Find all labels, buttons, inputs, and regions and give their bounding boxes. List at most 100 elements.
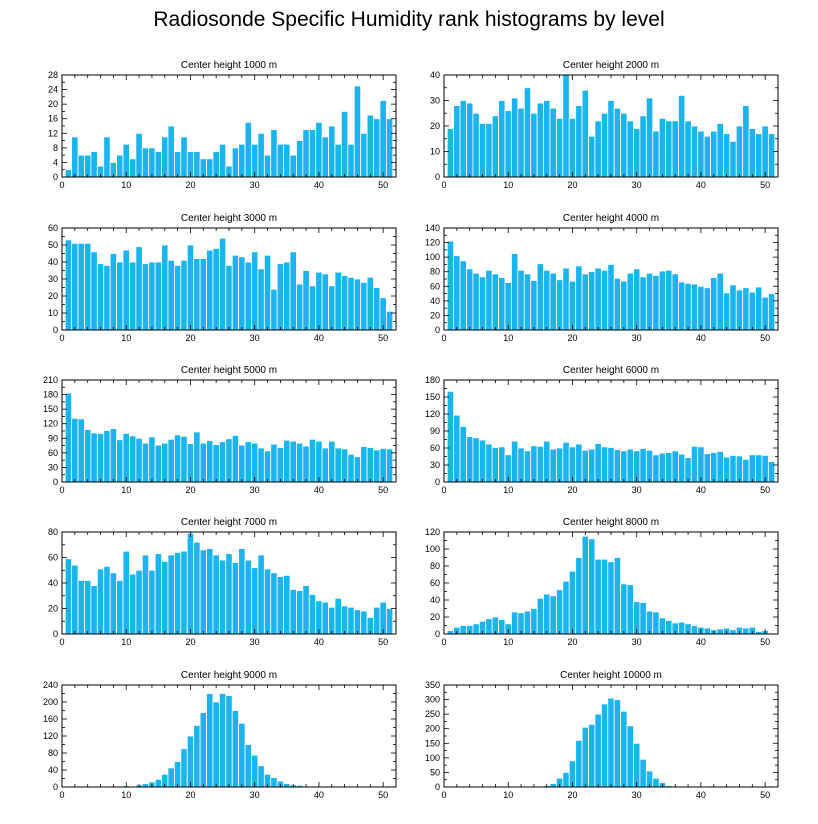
histogram-bar [77,242,85,331]
histogram-bar [173,552,182,635]
histogram-bar [244,441,252,483]
y-tick-label: 20 [430,121,440,131]
histogram-bar [633,268,641,331]
histogram-bar [690,625,699,635]
histogram-bar [180,748,188,788]
histogram-bar [321,136,329,178]
histogram-bar [511,611,519,635]
histogram-bar [710,277,718,331]
y-tick-label: 350 [425,680,440,690]
histogram-bar [116,580,124,635]
histogram-bar [588,135,596,178]
histogram-bar [652,130,660,178]
histogram-bar [466,102,474,178]
histogram-bar [90,432,98,483]
histogram-bar [270,443,278,483]
histogram-bar [633,742,641,788]
histogram-bar [270,777,278,788]
histogram-bar [517,612,525,635]
histogram-bar [167,554,175,635]
histogram-bar [308,129,317,178]
histogram-bar [96,433,105,483]
x-tick-label: 50 [378,790,388,800]
histogram-bar [257,554,265,635]
x-tick-label: 10 [121,790,131,800]
histogram-bar [446,240,455,331]
x-tick-label: 40 [314,790,324,800]
histogram-bar [77,154,85,178]
histogram-bar [90,585,98,635]
histogram-bar [594,558,602,635]
y-tick-label: 120 [43,419,58,429]
histogram-bar [562,74,570,178]
y-tick-label: 90 [48,433,58,443]
y-tick-label: 60 [430,578,440,588]
histogram-bar [600,269,609,331]
y-tick-label: 150 [43,404,58,414]
histogram-bar [684,120,692,178]
y-tick-label: 60 [430,281,440,291]
histogram-bar [511,253,519,331]
histogram-bar [466,436,474,483]
histogram-bar [186,244,195,331]
x-tick-label: 10 [121,333,131,343]
histogram-bar [225,264,233,331]
histogram-bar [180,259,188,331]
histogram-panel: Center height 5000 m 0 10 20 30 40 50 0 30 60 90 12… [43,365,397,495]
histogram-bar [620,710,628,788]
y-tick-label: 8 [53,143,58,153]
histogram-bar [129,261,137,331]
histogram-bar [257,132,265,178]
y-tick-label: 210 [43,375,58,385]
histogram-panel: Center height 3000 m 0 10 20 30 40 50 0 10 20 30 40… [48,213,397,343]
histogram-bar [742,458,750,483]
histogram-bar [141,147,150,178]
histogram-bar [645,272,654,331]
y-tick-label: 60 [48,553,58,563]
histogram-bar [373,449,381,483]
histogram-bar [633,128,641,178]
histogram-bar [536,263,544,331]
histogram-bar [206,249,214,331]
panel-title: Center height 9000 m [181,670,277,681]
x-tick-label: 40 [314,637,324,647]
histogram-panel: Center height 6000 m 0 10 20 30 40 50 0 30 60 90 12… [425,365,779,495]
histogram-bar [84,154,92,178]
y-tick-label: 0 [53,477,58,487]
histogram-bar [302,585,310,635]
histogram-bar [263,568,272,635]
histogram-bar [84,580,92,635]
histogram-bar [96,568,105,635]
y-tick-label: 40 [430,296,440,306]
x-tick-label: 20 [185,790,195,800]
histogram-bar [289,588,297,635]
histogram-bar [251,251,259,331]
histogram-bar [109,572,117,635]
histogram-bar [135,132,143,178]
histogram-bar [360,446,368,483]
histogram-bar [530,112,538,178]
histogram-bar [148,436,156,483]
histogram-bar [575,557,583,635]
y-tick-label: 80 [48,527,58,537]
histogram-bar [703,287,711,331]
histogram-bar [446,630,455,635]
histogram-bar [103,566,111,635]
histogram-bar [77,580,85,635]
histogram-bar [231,562,240,635]
histogram-bar [491,447,499,483]
histogram-bar [478,123,487,178]
histogram-bar [360,281,368,331]
x-tick-label: 20 [567,333,577,343]
histogram-bar [360,132,368,178]
y-tick-label: 120 [425,409,440,419]
histogram-bar [154,553,162,635]
histogram-bar [212,444,220,483]
y-tick-label: 60 [430,443,440,453]
histogram-bar [308,438,317,483]
histogram-bar [231,254,240,331]
histogram-bar [716,450,724,483]
histogram-bar [710,452,718,483]
y-tick-label: 80 [430,561,440,571]
